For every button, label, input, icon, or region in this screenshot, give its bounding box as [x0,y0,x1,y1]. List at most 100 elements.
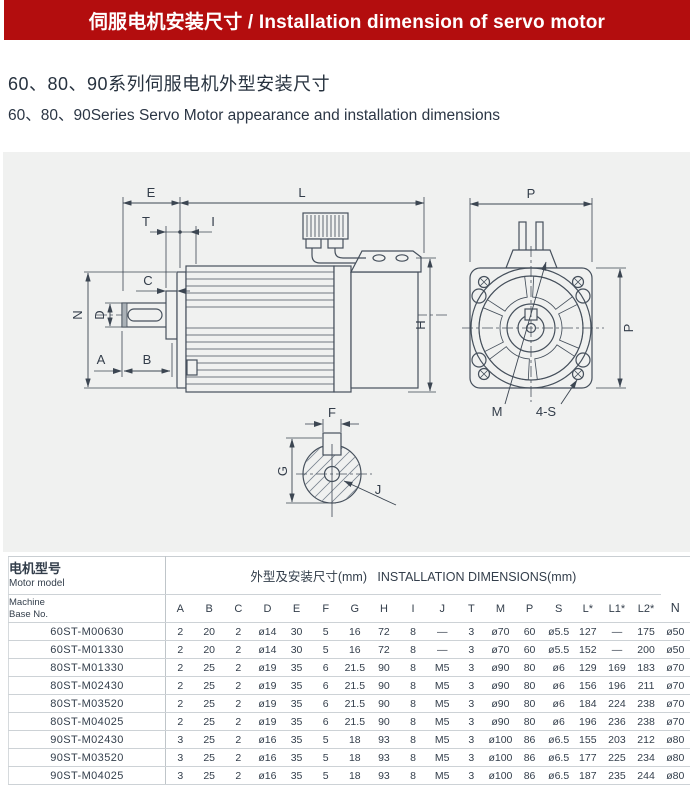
value-cell: ø19 [252,694,282,713]
value-cell: 18 [340,766,370,785]
value-cell: 25 [194,730,224,749]
drawing-panel: E L T I C N D A B [3,152,690,552]
model-cell: 90ST-M04025 [8,766,166,785]
value-cell: 156 [573,676,603,695]
value-cell: ø16 [252,748,282,767]
value-cell: 35 [282,676,312,695]
value-cell: 238 [631,694,661,713]
value-cell: 177 [573,748,603,767]
value-cell: 187 [573,766,603,785]
machine-base-header: Machine Base No. [8,594,166,623]
value-cell: ø100 [485,766,515,785]
value-cell: 155 [573,730,603,749]
value-cell: ø6 [544,658,574,677]
value-cell: 35 [282,694,312,713]
value-cell: 20 [194,640,224,659]
value-cell: 5 [311,748,341,767]
value-cell: ø6.5 [544,766,574,785]
dim-label-l: L [298,185,305,200]
value-cell: ø70 [660,712,690,731]
column-header: G [340,594,370,623]
value-cell: 18 [340,730,370,749]
model-cell: 90ST-M02430 [8,730,166,749]
dim-label-c: C [143,273,152,288]
value-cell: 2 [165,676,195,695]
value-cell: 86 [515,730,545,749]
machine-base-line2: Base No. [9,608,49,620]
value-cell: 235 [602,766,632,785]
dim-label-p-top: P [527,186,536,201]
dim-label-e: E [147,185,156,200]
table-row: 90ST-M04025 3 25 2 ø16 35 5 18 93 8 M5 3 ø100 86 ø6.5 1… [8,766,690,785]
value-cell: 90 [369,658,399,677]
value-cell: 200 [631,640,661,659]
dim-label-i: I [211,214,215,229]
value-cell: 93 [369,730,399,749]
column-header: B [194,594,224,623]
value-cell: 5 [311,622,341,641]
dim-label-h: H [413,320,428,329]
value-cell: — [427,622,457,641]
value-cell: 16 [340,622,370,641]
column-header: C [223,594,253,623]
value-cell: ø70 [485,640,515,659]
value-cell: 2 [223,694,253,713]
column-header: I [398,594,428,623]
front-view: P P M 4-S [462,186,636,419]
column-header: J [427,594,457,623]
value-cell: 25 [194,694,224,713]
value-cell: 20 [194,622,224,641]
value-cell: 3 [456,622,486,641]
value-cell: 60 [515,622,545,641]
value-cell: 8 [398,640,428,659]
model-cell: 80ST-M03520 [8,694,166,713]
table-row: 80ST-M04025 2 25 2 ø19 35 6 21.5 90 8 M5 3 ø90 80 ø6 19… [8,712,690,731]
value-cell: 2 [165,622,195,641]
column-header: D [252,594,282,623]
value-cell: ø90 [485,658,515,677]
value-cell: M5 [427,766,457,785]
value-cell: M5 [427,676,457,695]
value-cell: 3 [456,676,486,695]
value-cell: ø70 [660,676,690,695]
value-cell: M5 [427,694,457,713]
value-cell: 224 [602,694,632,713]
value-cell: 169 [602,658,632,677]
value-cell: 93 [369,748,399,767]
value-cell: 211 [631,676,661,695]
column-header: P [515,594,545,623]
value-cell: ø90 [485,676,515,695]
value-cell: ø14 [252,640,282,659]
value-cell: M5 [427,658,457,677]
value-cell: ø100 [485,730,515,749]
value-cell: ø70 [660,694,690,713]
model-cell: 80ST-M01330 [8,658,166,677]
table-row: 90ST-M03520 3 25 2 ø16 35 5 18 93 8 M5 3 ø100 86 ø6.5 1… [8,748,690,767]
value-cell: 90 [369,676,399,695]
page-title: 伺服电机安装尺寸 / Installation dimension of ser… [88,11,606,33]
value-cell: 2 [223,748,253,767]
value-cell: 25 [194,676,224,695]
section-title-en: 60、80、90Series Servo Motor appearance an… [8,107,500,124]
value-cell: 3 [456,658,486,677]
value-cell: 21.5 [340,712,370,731]
value-cell: 86 [515,766,545,785]
side-view: E L T I C N D A B [70,185,448,393]
value-cell: 3 [456,730,486,749]
value-cell: 8 [398,658,428,677]
value-cell: 184 [573,694,603,713]
value-cell: 93 [369,766,399,785]
value-cell: ø50 [660,622,690,641]
table-row: 60ST-M00630 2 20 2 ø14 30 5 16 72 8—3 ø70 60 ø5.5 127… [8,622,690,641]
value-cell: 2 [165,712,195,731]
value-cell: ø6.5 [544,730,574,749]
value-cell: 2 [223,730,253,749]
value-cell: 35 [282,658,312,677]
value-cell: ø16 [252,766,282,785]
value-cell: 90 [369,694,399,713]
section-title-zh: 60、80、90系列伺服电机外型安装尺寸 [8,74,331,94]
table-header-row: 电机型号 Motor model 外型及安装尺寸(mm) INSTALLATIO… [8,556,691,595]
dim-label-m: M [492,404,503,419]
value-cell: 2 [223,658,253,677]
value-cell: 3 [456,694,486,713]
